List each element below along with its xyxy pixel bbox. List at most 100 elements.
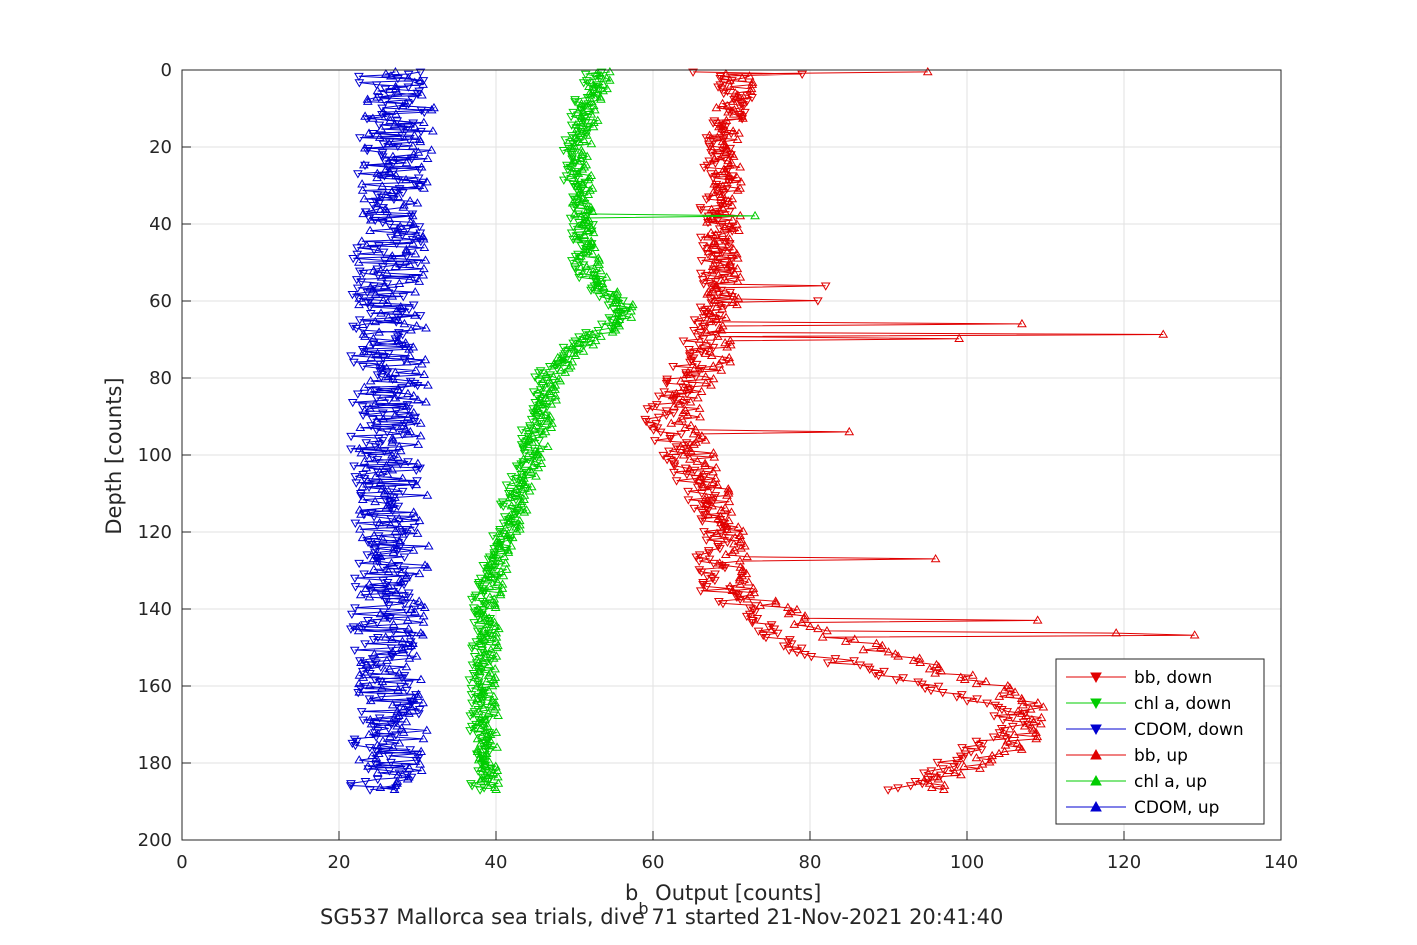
data-point — [694, 341, 705, 351]
data-point — [408, 545, 419, 554]
data-point — [696, 206, 706, 215]
data-point — [347, 290, 358, 300]
data-point — [769, 625, 780, 634]
data-point — [931, 659, 942, 669]
data-point — [412, 395, 423, 404]
data-point — [708, 373, 719, 383]
data-point — [358, 160, 369, 169]
data-point — [569, 263, 580, 272]
data-point — [653, 413, 664, 423]
data-point — [978, 739, 989, 749]
data-point — [611, 297, 622, 307]
data-point — [545, 388, 556, 398]
data-point — [383, 312, 394, 321]
data-point — [398, 645, 408, 654]
data-point — [686, 420, 696, 429]
data-point — [533, 462, 544, 472]
data-point — [393, 191, 403, 201]
data-point — [558, 176, 569, 185]
data-point — [721, 69, 731, 78]
data-point — [570, 182, 580, 192]
data-point — [724, 496, 735, 506]
data-point — [717, 354, 728, 364]
x-tick-label: 140 — [1264, 852, 1298, 873]
data-point — [504, 523, 515, 533]
data-point — [849, 634, 860, 643]
data-point — [648, 426, 659, 435]
data-point — [959, 674, 970, 683]
data-point — [990, 701, 1001, 711]
data-point — [697, 431, 707, 440]
data-point — [363, 538, 373, 547]
data-point — [708, 187, 719, 196]
data-point — [799, 613, 810, 622]
data-point — [369, 539, 380, 548]
data-point — [971, 678, 982, 688]
data-point — [380, 204, 391, 213]
data-point — [568, 143, 579, 152]
data-point — [370, 545, 381, 554]
data-point — [364, 729, 374, 739]
data-point — [491, 727, 502, 736]
data-point — [354, 72, 364, 82]
data-point — [416, 765, 427, 774]
data-point — [938, 784, 949, 794]
data-point — [993, 703, 1004, 713]
data-point — [526, 415, 537, 425]
data-point — [724, 170, 735, 179]
data-point — [359, 346, 369, 355]
data-point — [523, 435, 534, 444]
data-point — [707, 498, 718, 507]
data-point — [498, 570, 509, 580]
data-point — [467, 595, 477, 605]
legend-box — [1055, 658, 1265, 825]
data-point — [466, 722, 477, 732]
data-point — [365, 376, 376, 385]
data-point — [418, 234, 429, 243]
data-point — [399, 566, 409, 575]
data-point — [367, 415, 378, 425]
data-point — [747, 94, 757, 103]
data-point — [360, 640, 370, 649]
data-point — [727, 223, 737, 232]
data-point — [397, 487, 408, 497]
data-point — [386, 187, 397, 196]
data-point — [401, 661, 412, 671]
data-point — [626, 301, 637, 311]
data-point — [532, 392, 543, 401]
data-point — [589, 117, 599, 127]
data-point — [789, 619, 800, 628]
data-point — [413, 754, 424, 763]
data-point — [812, 297, 823, 306]
data-point — [613, 308, 624, 317]
data-point — [356, 236, 367, 245]
data-point — [396, 304, 407, 313]
data-point — [567, 198, 578, 207]
data-point — [542, 441, 553, 451]
data-point — [670, 454, 681, 463]
data-point — [592, 280, 603, 290]
data-point — [694, 566, 705, 575]
data-point — [519, 507, 530, 516]
data-point — [377, 153, 388, 162]
data-point — [376, 124, 387, 133]
data-point — [371, 394, 382, 404]
data-point — [354, 670, 365, 679]
data-point — [957, 744, 967, 753]
data-point — [394, 769, 405, 778]
data-point — [381, 585, 392, 595]
data-point — [611, 293, 622, 302]
data-point — [548, 382, 558, 391]
data-point — [377, 104, 388, 113]
data-point — [708, 559, 719, 569]
data-point — [558, 354, 569, 363]
data-point — [397, 384, 407, 393]
data-point — [611, 295, 622, 304]
data-point — [393, 710, 404, 719]
data-point — [385, 253, 396, 262]
data-point — [368, 265, 379, 275]
data-point — [898, 674, 909, 683]
y-tick-label: 100 — [138, 445, 172, 466]
data-point — [747, 79, 758, 88]
data-point — [481, 602, 492, 611]
